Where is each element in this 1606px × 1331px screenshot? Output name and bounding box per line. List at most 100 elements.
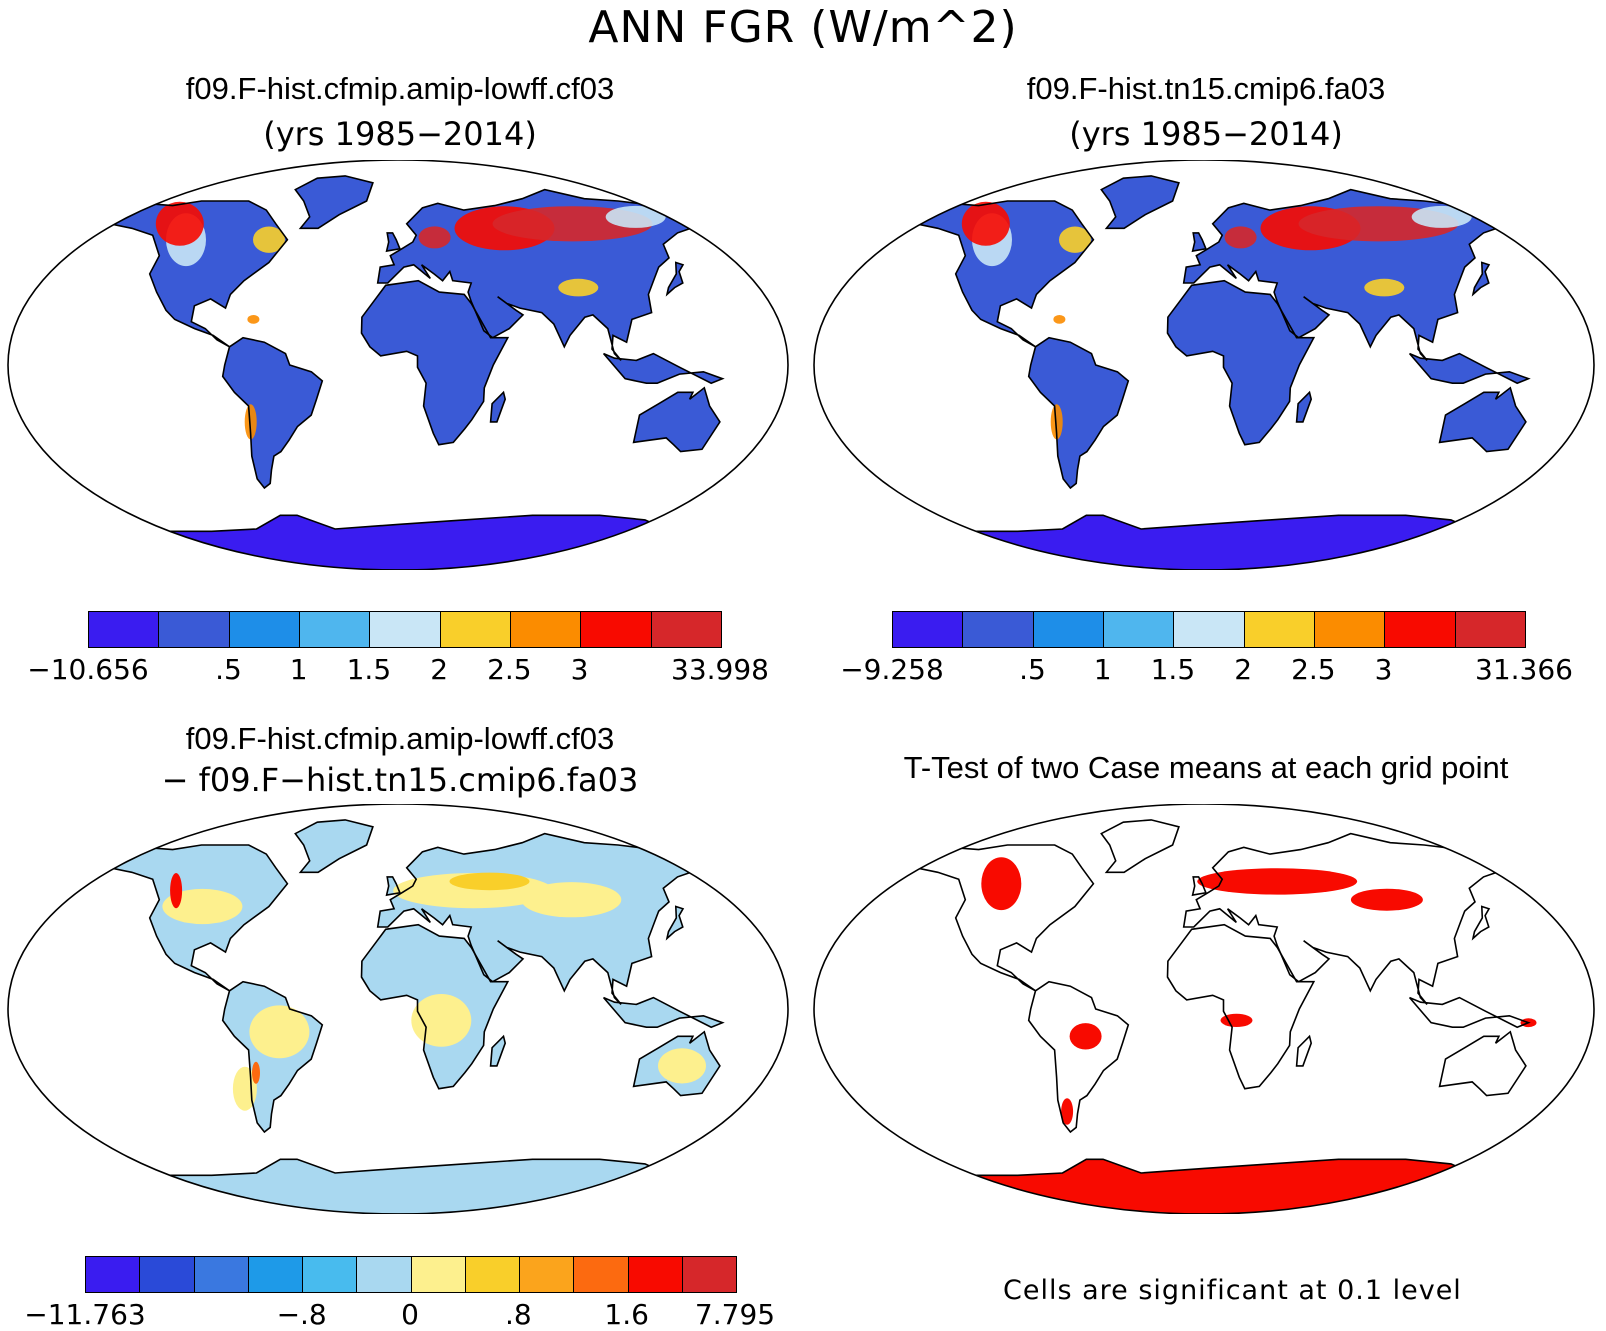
- panel1-subtitle: (yrs 1985−2014): [263, 115, 537, 153]
- land-australia: [1439, 387, 1526, 452]
- colorbar-swatch: [963, 612, 1034, 647]
- colorbar-label: 0: [401, 1298, 419, 1331]
- land-uk: [386, 232, 400, 252]
- coastline: [1027, 336, 1130, 490]
- land-madagascar: [1296, 392, 1312, 422]
- colorbar-label: .5: [215, 653, 242, 686]
- colorbar-label: 3: [570, 653, 589, 686]
- coastline: [602, 352, 725, 385]
- coastline: [489, 1034, 507, 1067]
- map-frame: [7, 160, 789, 570]
- colorbar-swatch: [1385, 612, 1456, 647]
- colorbar-swatch: [465, 1257, 520, 1292]
- coastline: [489, 390, 507, 423]
- colorbar-label: 1: [1093, 653, 1112, 686]
- land-africa: [361, 280, 508, 445]
- colorbar-swatch: [1174, 612, 1245, 647]
- colorbar-swatch: [411, 1257, 466, 1292]
- map-panel-2: [813, 160, 1595, 570]
- coastline: [360, 279, 510, 446]
- coastline: [1408, 352, 1531, 385]
- colorbar-swatch: [651, 612, 721, 647]
- colorbar-panel-2: [892, 611, 1526, 648]
- colorbar-swatch: [159, 612, 230, 647]
- field-patch: [1411, 205, 1472, 228]
- coastline: [1471, 261, 1491, 297]
- colorbar-swatch: [303, 1257, 358, 1292]
- colorbar-swatch: [1314, 612, 1386, 647]
- field-patch: [249, 1005, 310, 1059]
- land-samerica: [222, 337, 323, 488]
- colorbar-label: 2: [1234, 653, 1253, 686]
- field-patch: [247, 315, 260, 324]
- panel2-title: f09.F-hist.tn15.cmip6.fa03: [1026, 71, 1386, 106]
- colorbar-swatch: [194, 1257, 249, 1292]
- colorbar-label: .8: [504, 1298, 532, 1331]
- colorbar-swatch: [299, 612, 371, 647]
- colorbar-label: 33.998: [671, 653, 769, 686]
- colorbar-label: 2.5: [487, 653, 532, 686]
- map-frame: [813, 160, 1595, 570]
- panel4-title: T-Test of two Case means at each grid po…: [903, 750, 1509, 785]
- coastline: [665, 261, 685, 297]
- colorbar-label: 1.5: [1150, 653, 1196, 686]
- coastline: [1471, 905, 1491, 941]
- field-patch: [449, 872, 530, 891]
- coastline: [385, 232, 402, 253]
- colorbar-label: 2.5: [1291, 653, 1336, 686]
- colorbar-label: 1.5: [346, 653, 392, 686]
- coastline: [665, 905, 685, 941]
- land-uk: [1192, 232, 1206, 252]
- coastline: [376, 188, 708, 361]
- land-australia: [1439, 1031, 1526, 1096]
- map-panel-3: [7, 804, 789, 1214]
- land-madagascar: [490, 392, 506, 422]
- panel3-subtitle: − f09.F−hist.tn15.cmip6.fa03: [161, 761, 639, 799]
- field-patch: [558, 278, 599, 297]
- coastline: [914, 200, 1095, 348]
- coastline: [1182, 832, 1514, 1005]
- field-patch: [411, 994, 472, 1047]
- colorbar-swatch: [357, 1257, 412, 1292]
- coastline: [1166, 279, 1316, 446]
- land-madagascar: [490, 1036, 506, 1066]
- significant-cells: [1350, 888, 1423, 911]
- field-patch: [252, 1061, 260, 1084]
- coastline: [294, 175, 374, 230]
- land-islands_se: [1409, 353, 1529, 384]
- colorbar-swatch: [140, 1257, 195, 1292]
- land-namerica: [110, 201, 288, 347]
- colorbar-label: .5: [1019, 653, 1046, 686]
- land-africa: [1167, 924, 1314, 1089]
- significant-cells: [1197, 868, 1358, 895]
- map-panel-1: [7, 160, 789, 570]
- significant-cells: [1069, 1023, 1102, 1050]
- land-madagascar: [1296, 1036, 1312, 1066]
- field-patch: [658, 1048, 706, 1084]
- coastline: [108, 844, 289, 992]
- coastline: [385, 876, 402, 897]
- colorbar-label: 2: [430, 653, 449, 686]
- field-patch: [521, 882, 622, 918]
- significant-cells: [1061, 1098, 1074, 1125]
- land-samerica: [1028, 337, 1129, 488]
- coastline: [1438, 386, 1527, 453]
- field-patch: [418, 226, 451, 249]
- field-patch: [1053, 315, 1066, 324]
- coastline: [1100, 819, 1180, 874]
- land-samerica: [1028, 981, 1129, 1132]
- colorbar-swatch: [370, 612, 441, 647]
- colorbar-swatch: [893, 612, 964, 647]
- field-patch: [605, 205, 666, 228]
- colorbar-swatch: [248, 1257, 303, 1292]
- colorbar-swatch: [574, 1257, 629, 1292]
- coastline: [914, 844, 1095, 992]
- field-patch: [155, 201, 204, 246]
- land-greenland: [1101, 175, 1179, 229]
- panel2-subtitle: (yrs 1985−2014): [1069, 115, 1343, 153]
- colorbar-label: −10.656: [27, 653, 149, 686]
- colorbar-label: −9.258: [840, 653, 944, 686]
- coastline: [602, 996, 725, 1029]
- land-uk: [1192, 876, 1206, 896]
- land-islands_se: [1409, 997, 1529, 1028]
